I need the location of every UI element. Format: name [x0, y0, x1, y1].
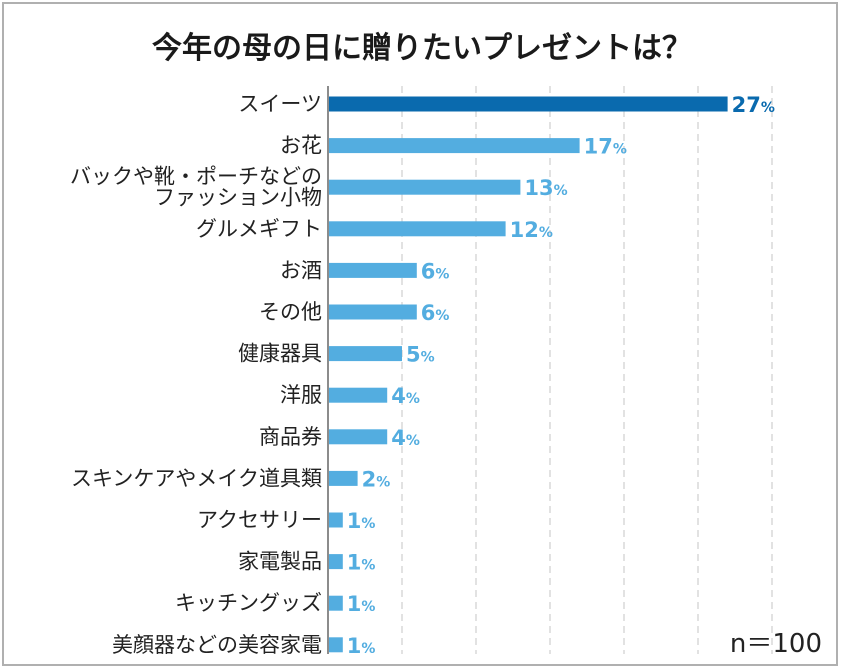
category-label: その他: [259, 300, 322, 324]
category-label: キッチングッズ: [175, 591, 322, 615]
category-label: 健康器具: [238, 342, 322, 366]
sample-size-label: n＝100: [730, 629, 822, 659]
category-label: スイーツ: [238, 92, 322, 116]
value-label: 1%: [347, 551, 376, 575]
bar: [328, 138, 580, 154]
bar: [328, 387, 388, 403]
value-label: 1%: [347, 509, 376, 533]
value-label: 4%: [391, 384, 420, 408]
value-label: 1%: [347, 592, 376, 616]
category-label: お酒: [280, 258, 322, 282]
chart-frame: 今年の母の日に贈りたいプレゼントは？ スイーツお花バックや靴・ポーチなどの ファッ…: [2, 2, 838, 666]
bar: [328, 262, 417, 278]
bar-chart: 今年の母の日に贈りたいプレゼントは？ スイーツお花バックや靴・ポーチなどのファッ…: [70, 31, 822, 659]
value-label: 6%: [421, 301, 450, 325]
category-label: お花: [280, 134, 322, 158]
bar: [328, 179, 521, 195]
bar: [328, 470, 358, 486]
category-label: グルメギフト: [196, 217, 322, 241]
value-label: 2%: [362, 467, 391, 491]
value-label: 13%: [524, 176, 567, 200]
bar: [328, 221, 506, 237]
grid-lines: [401, 86, 773, 654]
value-label: 1%: [347, 634, 376, 658]
chart-title: 今年の母の日に贈りたいプレゼントは？: [152, 31, 692, 66]
value-label: 6%: [421, 259, 450, 283]
bars: [328, 96, 728, 653]
bar: [328, 554, 343, 570]
value-label: 5%: [406, 343, 435, 367]
value-label: 12%: [510, 218, 553, 242]
category-label: バックや靴・ポーチなどの: [70, 165, 322, 189]
bar: [328, 595, 343, 611]
bar: [328, 512, 343, 528]
category-labels: スイーツお花バックや靴・ポーチなどのファッション小物グルメギフトお酒その他健康器…: [70, 92, 322, 657]
value-labels: 27%17%13%12%6%6%5%4%4%2%1%1%1%1%: [347, 93, 775, 658]
category-label: 美顔器などの美容家電: [112, 633, 322, 657]
category-label: 商品券: [259, 425, 322, 449]
category-label: ファッション小物: [154, 186, 322, 210]
category-label: 家電製品: [238, 550, 322, 574]
bar: [328, 346, 402, 362]
category-label: 洋服: [280, 383, 322, 407]
bar: [328, 304, 417, 320]
bar: [328, 96, 728, 112]
category-label: アクセサリー: [197, 508, 322, 532]
bar: [328, 429, 388, 445]
value-label: 4%: [391, 426, 420, 450]
value-label: 17%: [584, 135, 627, 159]
value-label: 27%: [732, 93, 775, 117]
bar: [328, 637, 343, 653]
category-label: スキンケアやメイク道具類: [71, 466, 322, 490]
